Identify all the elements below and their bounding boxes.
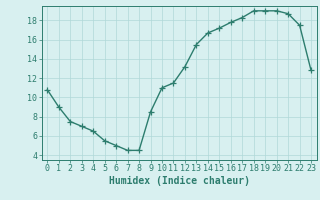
X-axis label: Humidex (Indice chaleur): Humidex (Indice chaleur) <box>109 176 250 186</box>
